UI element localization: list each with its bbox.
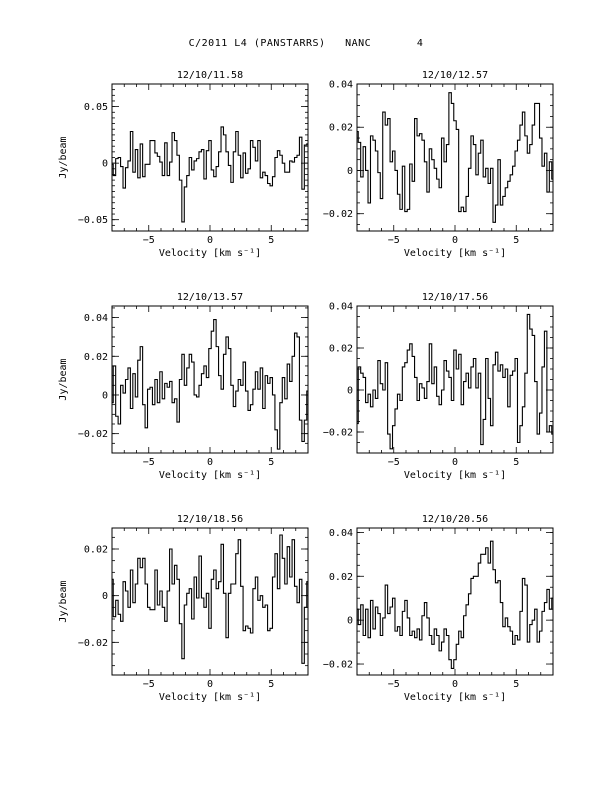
x-tick-label: −5 [143, 679, 155, 690]
y-tick-label: 0 [347, 386, 353, 397]
y-tick-label: −0.02 [323, 428, 353, 439]
panel-title: 12/10/17.56 [422, 292, 488, 303]
y-tick-label: 0.05 [84, 102, 108, 113]
x-tick-label: 0 [207, 679, 213, 690]
x-tick-label: 5 [268, 235, 274, 246]
spectrum-panel-4: 12/10/17.56 −5 0 5 −0.02 0 0.02 0.04 Velocity [k… [323, 292, 554, 481]
y-tick-label: 0.02 [329, 572, 353, 583]
y-tick-label: 0 [347, 166, 353, 177]
spectrum-series [112, 534, 308, 664]
y-tick-label: −0.05 [78, 215, 108, 226]
y-tick-label: 0 [102, 159, 108, 170]
y-tick-label: 0.04 [329, 528, 353, 539]
spectrum-panel-2: 12/10/12.57 −5 0 5 −0.02 0 0.02 0.04 Velocity [k… [323, 70, 554, 259]
x-tick-label: 0 [207, 235, 213, 246]
plot-frame [111, 305, 309, 454]
plot-frame [356, 527, 554, 676]
x-tick-label: 5 [513, 235, 519, 246]
spectrum-series [112, 318, 308, 450]
x-axis-label: Velocity [km s⁻¹] [159, 692, 261, 703]
x-tick-label: 0 [452, 679, 458, 690]
spectrum-panel-6: 12/10/20.56 −5 0 5 −0.02 0 0.02 0.04 Velocity [k… [323, 514, 554, 703]
spectrum-series [357, 540, 553, 669]
x-axis-label: Velocity [km s⁻¹] [404, 248, 506, 259]
x-tick-label: −5 [388, 457, 400, 468]
panel-title: 12/10/18.56 [177, 514, 243, 525]
x-tick-label: −5 [388, 679, 400, 690]
page-title: C/2011 L4 (PANSTARRS) NANC 4 [188, 38, 424, 49]
panel-title: 12/10/13.57 [177, 292, 243, 303]
x-axis-label: Velocity [km s⁻¹] [404, 692, 506, 703]
y-tick-label: 0 [102, 390, 108, 401]
y-tick-label: −0.02 [323, 660, 353, 671]
x-axis-label: Velocity [km s⁻¹] [159, 470, 261, 481]
y-tick-label: 0.02 [329, 344, 353, 355]
y-tick-label: 0.04 [84, 313, 108, 324]
spectrum-series [357, 92, 553, 223]
plot-frame [111, 83, 309, 232]
x-tick-label: 5 [268, 679, 274, 690]
spectrum-series [357, 313, 553, 450]
y-tick-label: 0 [102, 591, 108, 602]
x-tick-label: 0 [207, 457, 213, 468]
x-axis-label: Velocity [km s⁻¹] [404, 470, 506, 481]
plot-frame [111, 527, 309, 676]
y-tick-label: −0.02 [78, 638, 108, 649]
x-tick-label: 5 [513, 457, 519, 468]
y-tick-label: −0.02 [323, 209, 353, 220]
y-axis-label: Jy/beam [58, 358, 69, 400]
spectrum-panel-5: 12/10/18.56 −5 0 5 −0.02 0 0.02 Velocity [km s⁻… [58, 514, 309, 703]
y-tick-label: 0.04 [329, 80, 353, 91]
x-tick-label: −5 [388, 235, 400, 246]
panel-title: 12/10/12.57 [422, 70, 488, 81]
plot-frame [356, 305, 554, 454]
x-axis-label: Velocity [km s⁻¹] [159, 248, 261, 259]
y-tick-label: −0.02 [78, 429, 108, 440]
spectrum-panel-1: 12/10/11.58 −5 0 5 −0.05 0 0.05 Velocity [km s⁻… [58, 70, 309, 259]
y-axis-label: Jy/beam [58, 136, 69, 178]
y-tick-label: 0.02 [329, 123, 353, 134]
x-tick-label: −5 [143, 235, 155, 246]
y-tick-label: 0.02 [84, 352, 108, 363]
x-tick-label: 0 [452, 457, 458, 468]
y-axis-label: Jy/beam [58, 580, 69, 622]
y-tick-label: 0.02 [84, 545, 108, 556]
x-tick-label: 5 [513, 679, 519, 690]
x-tick-label: 5 [268, 457, 274, 468]
spectrum-series [112, 126, 308, 223]
spectrum-panel-3: 12/10/13.57 −5 0 5 −0.02 0 0.02 0.04 Velocity [k… [58, 292, 309, 481]
panel-title: 12/10/20.56 [422, 514, 488, 525]
plot-frame [356, 83, 554, 232]
x-tick-label: −5 [143, 457, 155, 468]
y-tick-label: 0.04 [329, 302, 353, 313]
x-tick-label: 0 [452, 235, 458, 246]
panel-title: 12/10/11.58 [177, 70, 243, 81]
y-tick-label: 0 [347, 616, 353, 627]
